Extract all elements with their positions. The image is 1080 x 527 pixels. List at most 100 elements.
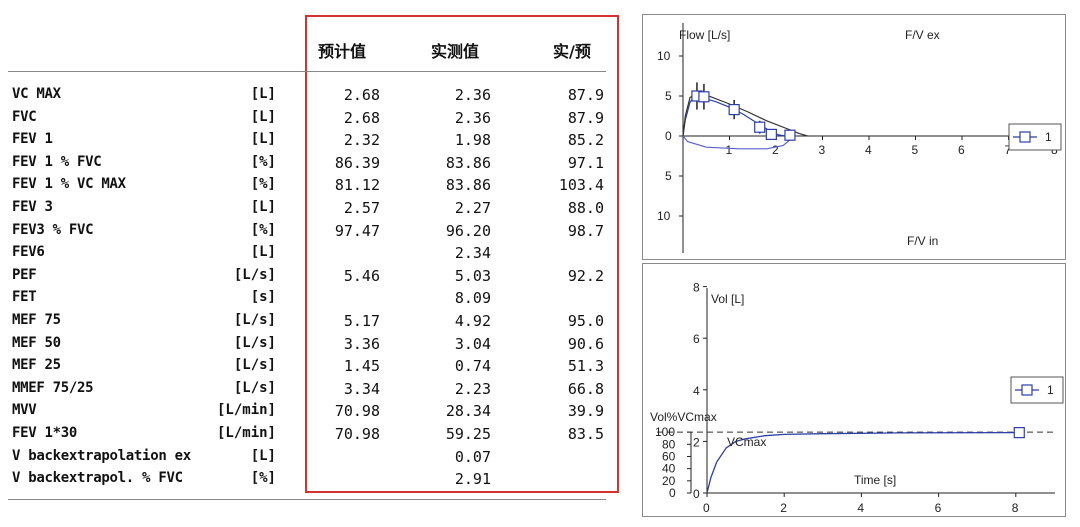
pct-tick-label: 0 xyxy=(669,486,676,500)
predicted-value: 2.68 xyxy=(343,108,380,127)
ratio-value: 88.0 xyxy=(567,199,604,217)
ratio-value: 90.6 xyxy=(567,334,604,353)
parameter-name: FEV 3 xyxy=(12,199,53,215)
parameter-name: V backextrapol. % FVC xyxy=(12,470,183,487)
flow-legend-label: 1 xyxy=(1045,130,1052,144)
measured-value: 83.86 xyxy=(445,176,491,195)
x-tick-label: 1 xyxy=(726,143,733,157)
y-tick-label: 10 xyxy=(657,209,671,223)
measured-value: 2.36 xyxy=(454,86,491,104)
predicted-value: 1.45 xyxy=(343,357,380,376)
ratio-value: 51.3 xyxy=(567,357,604,376)
y-tick-label: 5 xyxy=(665,169,672,183)
measured-value: 3.04 xyxy=(454,334,491,353)
measured-value: 5.03 xyxy=(454,266,491,285)
table-row: VC MAX [L] 2.68 2.36 87.9 xyxy=(0,84,620,106)
vcmax-annotation: VCmax xyxy=(727,435,766,449)
measured-value: 59.25 xyxy=(445,425,491,443)
y-tick-label: 0 xyxy=(693,487,700,501)
volume-y-axis-label: Vol [L] xyxy=(711,292,744,306)
parameter-unit: [L] xyxy=(250,199,276,215)
table-row: V backextrapolation ex [L] 0.07 xyxy=(0,446,620,468)
predicted-value: 5.46 xyxy=(343,266,380,285)
table-row: FEV6 [L] 2.34 xyxy=(0,242,620,264)
data-point-marker xyxy=(754,121,766,133)
y-tick-label: 10 xyxy=(657,49,671,63)
measured-inspiratory-curve xyxy=(682,135,791,150)
parameter-name: FEV3 % FVC xyxy=(12,221,94,238)
predicted-value: 3.36 xyxy=(343,334,380,353)
measured-value: 2.27 xyxy=(454,199,491,217)
volume-legend: 1 xyxy=(1010,376,1064,404)
parameter-unit: [L/min] xyxy=(216,402,276,419)
table-row: FVC [L] 2.68 2.36 87.9 xyxy=(0,107,620,129)
x-tick-label: 0 xyxy=(703,501,710,515)
x-tick-label: 4 xyxy=(857,501,864,515)
data-point-marker xyxy=(698,91,710,103)
flow-chart-bottom-label: F/V in xyxy=(907,234,938,248)
predicted-value: 2.68 xyxy=(343,86,380,104)
volume-legend-label: 1 xyxy=(1047,383,1054,397)
parameter-unit: [%] xyxy=(250,470,276,487)
ratio-value: 87.9 xyxy=(567,86,604,104)
legend-marker-icon xyxy=(1021,384,1033,396)
x-tick-label: 2 xyxy=(780,501,787,515)
predicted-value: 5.17 xyxy=(343,312,380,330)
pct-tick-label: 60 xyxy=(662,449,676,463)
parameter-unit: [L/s] xyxy=(233,379,276,396)
table-row: MVV [L/min] 70.98 28.34 39.9 xyxy=(0,400,620,422)
flow-legend: 1 xyxy=(1008,123,1062,151)
measured-value: 8.09 xyxy=(454,289,491,308)
parameter-name: MEF 50 xyxy=(12,334,61,351)
pct-tick-label: 20 xyxy=(662,474,676,488)
predicted-value: 81.12 xyxy=(334,176,380,195)
data-point-marker xyxy=(765,128,777,141)
parameter-name: FEV 1 xyxy=(12,131,53,148)
measured-value: 2.36 xyxy=(454,108,491,127)
ratio-value: 87.9 xyxy=(567,108,604,127)
legend-marker-icon xyxy=(1019,131,1031,143)
table-row: FEV3 % FVC [%] 97.47 96.20 98.7 xyxy=(0,220,620,242)
parameter-name: V backextrapolation ex xyxy=(12,447,191,464)
parameter-unit: [%] xyxy=(250,221,276,238)
header-predicted: 预计值 xyxy=(318,42,367,61)
measured-value: 2.91 xyxy=(454,470,491,489)
x-tick-label: 3 xyxy=(819,143,826,157)
flow-y-axis-label: Flow [L/s] xyxy=(679,28,730,42)
volume-pct-axis-label: Vol%VCmax xyxy=(650,410,717,424)
x-tick-label: 4 xyxy=(865,143,872,157)
parameter-unit: [L] xyxy=(250,131,276,148)
x-tick-label: 5 xyxy=(912,143,919,157)
ratio-value: 66.8 xyxy=(567,379,604,398)
predicted-value: 70.98 xyxy=(334,402,380,421)
parameter-name: MVV xyxy=(12,402,37,419)
measured-value: 0.74 xyxy=(454,357,491,376)
volume-time-curve xyxy=(706,431,1016,494)
parameter-unit: [L] xyxy=(250,244,276,261)
predicted-value: 86.39 xyxy=(334,153,380,172)
table-row: MEF 25 [L/s] 1.45 0.74 51.3 xyxy=(0,355,620,377)
ratio-value: 83.5 xyxy=(567,425,604,443)
table-row: FEV 3 [L] 2.57 2.27 88.0 xyxy=(0,197,620,219)
measured-value: 0.07 xyxy=(454,447,491,466)
ratio-value: 103.4 xyxy=(558,176,604,195)
y-tick-label: 5 xyxy=(665,89,672,103)
parameter-unit: [L] xyxy=(250,86,276,102)
measured-value: 83.86 xyxy=(445,153,491,172)
header-ratio: 实/预 xyxy=(553,42,591,61)
parameter-unit: [L/s] xyxy=(233,312,276,328)
data-point-marker xyxy=(1013,427,1025,439)
ratio-value: 98.7 xyxy=(567,221,604,240)
y-tick-label: 0 xyxy=(665,129,672,143)
table-row: FET [s] 8.09 xyxy=(0,287,620,309)
header-divider xyxy=(8,71,606,72)
predicted-value: 97.47 xyxy=(334,221,380,240)
parameter-name: FEV 1 % FVC xyxy=(12,153,102,170)
spirometry-results-table: 预计值 实测值 实/预 VC MAX [L] 2.68 2.36 87.9 FVC [L] 2… xyxy=(0,15,620,500)
time-x-axis-label: Time [s] xyxy=(854,473,896,487)
parameter-name: MMEF 75/25 xyxy=(12,379,94,396)
data-point-marker xyxy=(784,129,796,141)
table-row: MEF 75 [L/s] 5.17 4.92 95.0 xyxy=(0,310,620,332)
flow-chart-title: F/V ex xyxy=(905,28,940,42)
parameter-name: FEV6 xyxy=(12,244,45,261)
